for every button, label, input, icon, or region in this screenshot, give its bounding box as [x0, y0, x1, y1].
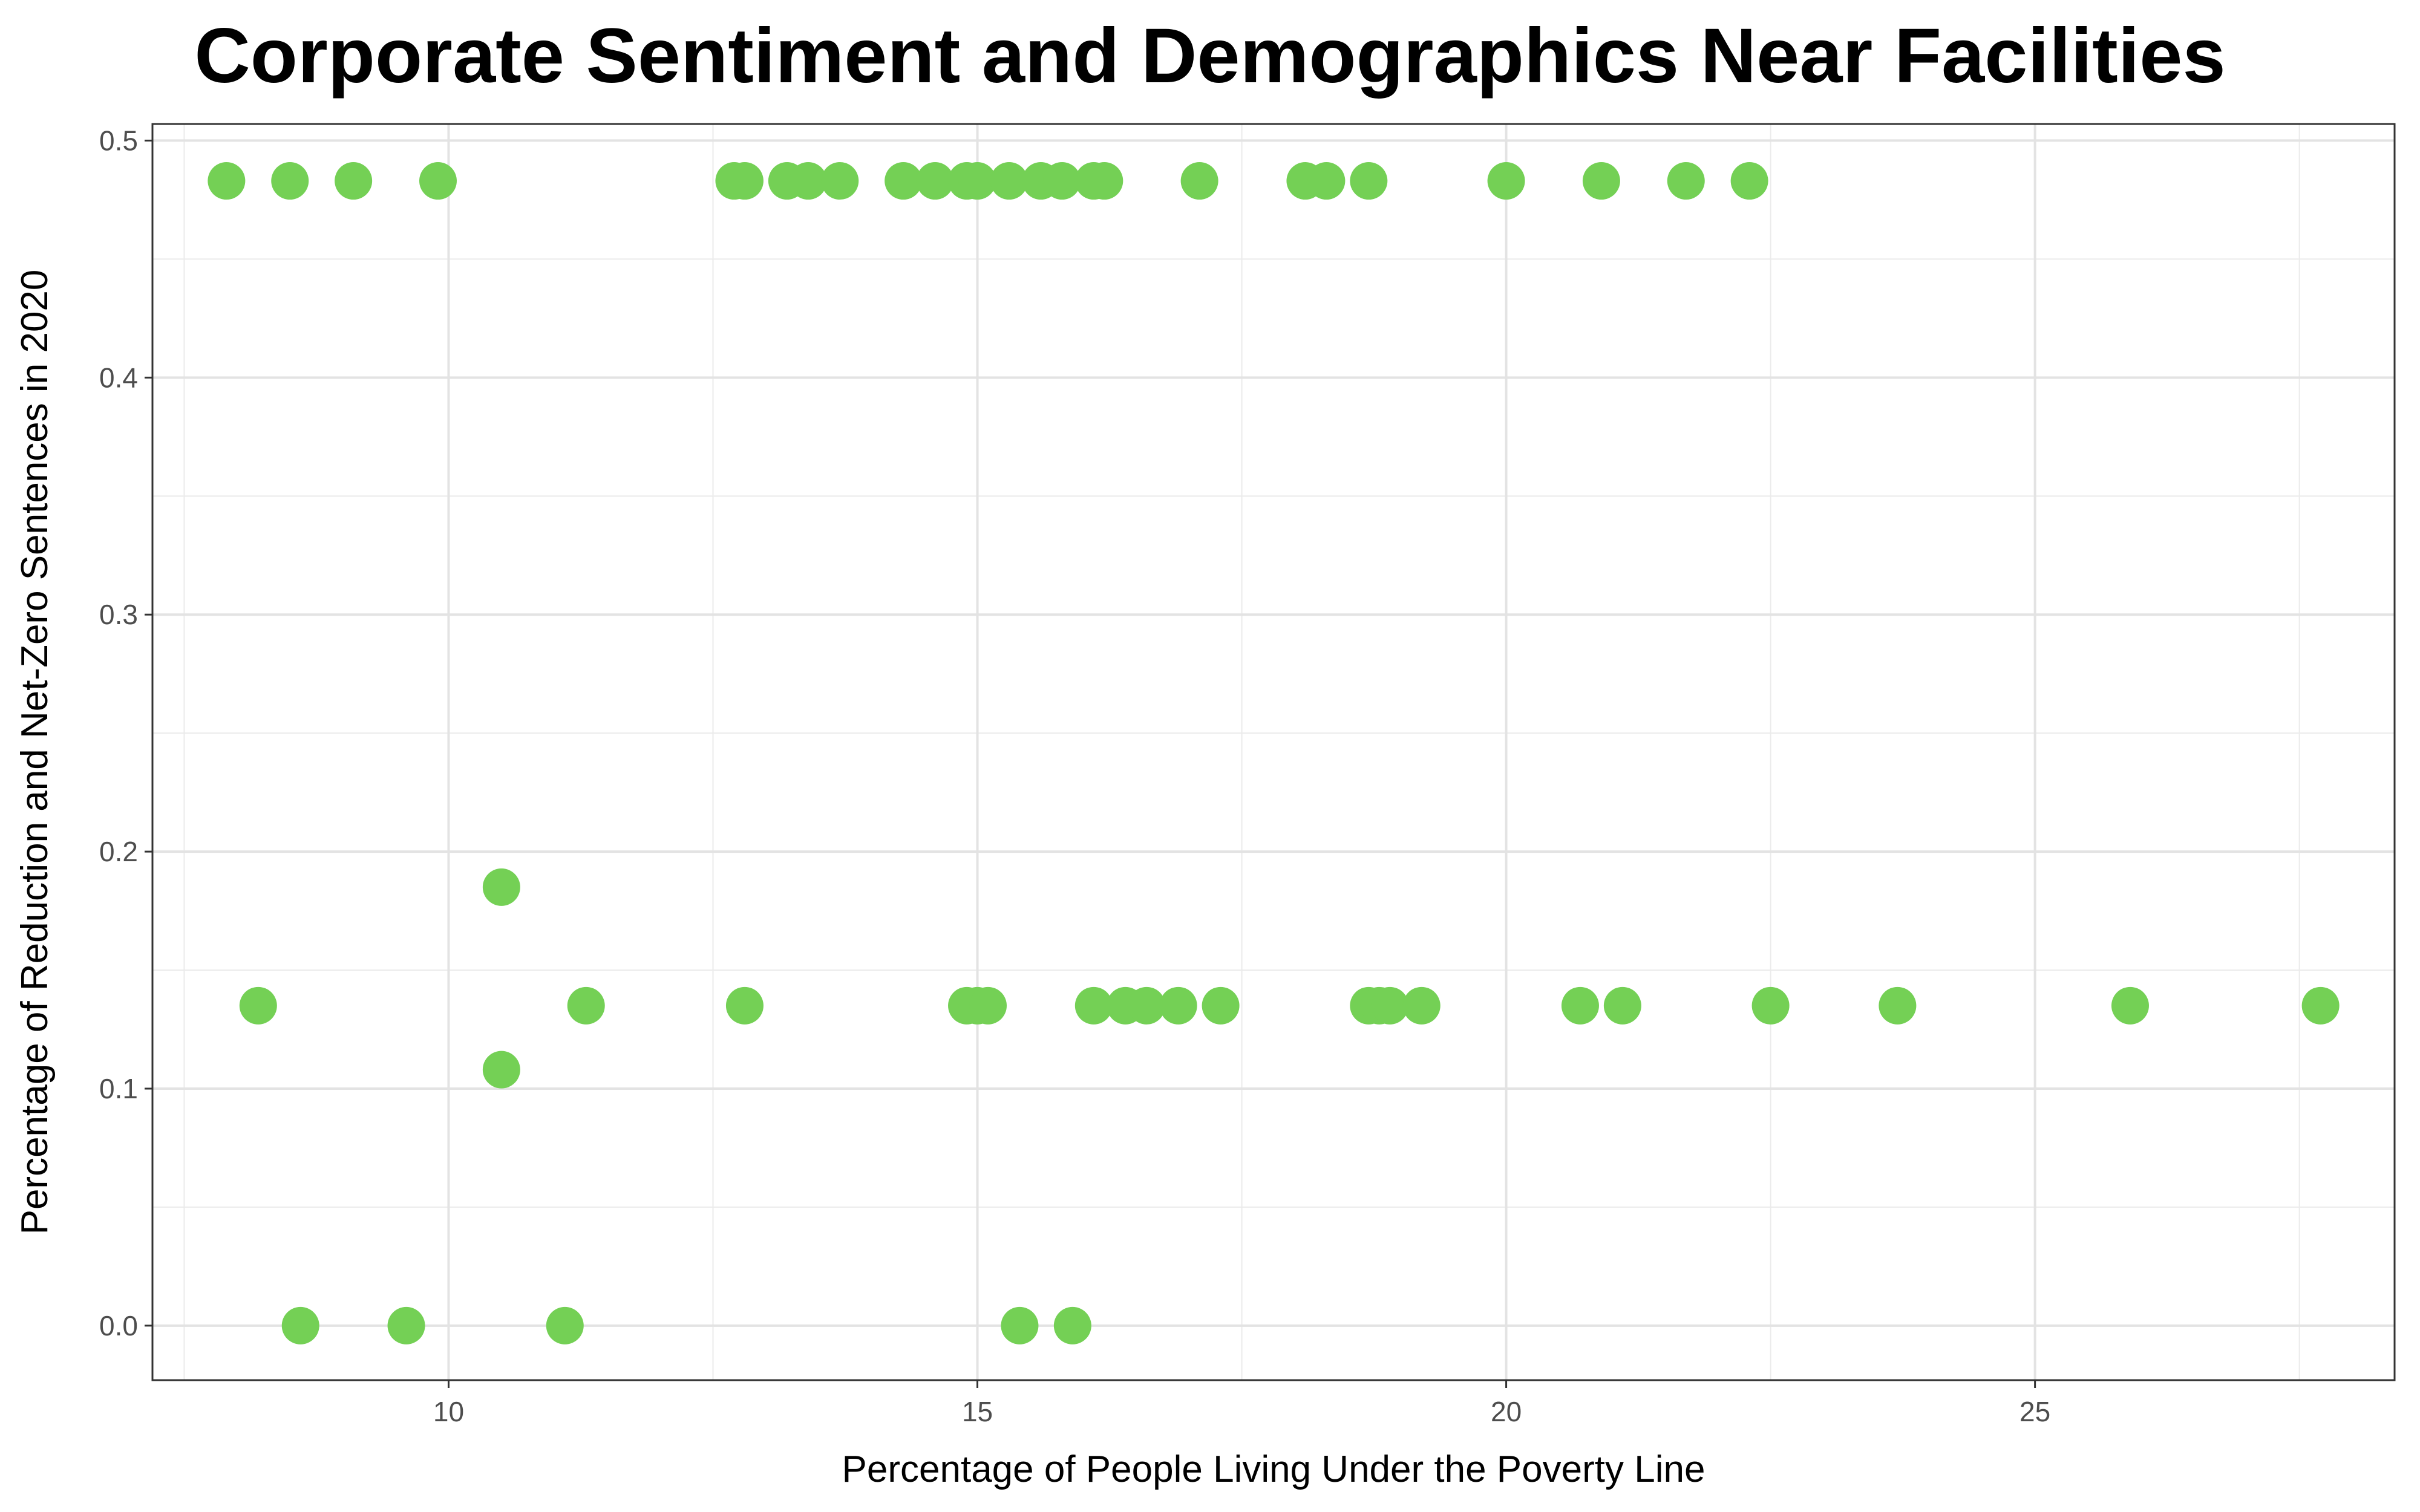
data-point — [1128, 986, 1166, 1025]
data-point — [1180, 162, 1218, 200]
data-point — [821, 162, 859, 200]
major-gridlines — [152, 124, 2395, 1380]
data-point — [1307, 162, 1346, 200]
data-point — [1487, 162, 1525, 200]
data-point — [1202, 986, 1240, 1025]
data-point — [916, 162, 954, 200]
y-tick-label: 0.1 — [99, 1073, 138, 1104]
data-point — [271, 162, 309, 200]
data-point — [1603, 986, 1641, 1025]
data-point — [419, 162, 457, 200]
data-point — [990, 162, 1028, 200]
data-point — [546, 1306, 584, 1344]
data-point — [208, 162, 246, 200]
y-axis-ticks: 0.0 0.1 0.2 0.3 0.4 0.5 — [99, 125, 152, 1341]
data-point — [335, 162, 373, 200]
data-point — [1561, 986, 1599, 1025]
data-point — [1879, 986, 1917, 1025]
x-tick-label: 10 — [433, 1396, 464, 1427]
minor-gridlines — [152, 124, 2395, 1380]
data-point — [1667, 162, 1705, 200]
data-point — [1159, 986, 1197, 1025]
data-point — [1730, 162, 1768, 200]
x-tick-label: 20 — [1491, 1396, 1522, 1427]
data-point — [281, 1306, 319, 1344]
data-point — [1043, 162, 1081, 200]
x-tick-label: 25 — [2019, 1396, 2050, 1427]
x-axis-title: Percentage of People Living Under the Po… — [842, 1448, 1705, 1490]
data-point — [2301, 986, 2340, 1025]
data-point — [482, 868, 520, 906]
x-tick-label: 15 — [962, 1396, 993, 1427]
chart-title: Corporate Sentiment and Demographics Nea… — [194, 13, 2226, 99]
y-axis-title: Percentage of Reduction and Net-Zero Sen… — [14, 270, 56, 1235]
x-axis-ticks: 10 15 20 25 — [433, 1380, 2050, 1427]
data-point — [387, 1306, 425, 1344]
data-point — [482, 1051, 520, 1089]
y-tick-label: 0.3 — [99, 599, 138, 630]
data-point — [567, 986, 605, 1025]
panel-border — [151, 123, 2396, 1381]
data-point — [1074, 986, 1113, 1025]
data-point — [969, 986, 1007, 1025]
data-point — [1402, 986, 1441, 1025]
data-point — [239, 986, 277, 1025]
data-point — [2111, 986, 2149, 1025]
data-point — [1001, 1306, 1039, 1344]
data-point — [885, 162, 923, 200]
y-tick-label: 0.2 — [99, 836, 138, 867]
y-tick-label: 0.4 — [99, 362, 138, 393]
data-point — [1751, 986, 1790, 1025]
data-point — [1053, 1306, 1091, 1344]
data-point — [958, 162, 996, 200]
y-tick-label: 0.5 — [99, 125, 138, 156]
data-point — [789, 162, 827, 200]
data-point — [725, 162, 764, 200]
data-point — [1085, 162, 1123, 200]
y-tick-label: 0.0 — [99, 1310, 138, 1341]
data-point — [1350, 162, 1388, 200]
data-point — [1582, 162, 1620, 200]
data-point — [725, 986, 764, 1025]
data-points — [208, 162, 2340, 1344]
data-point — [1371, 986, 1409, 1025]
